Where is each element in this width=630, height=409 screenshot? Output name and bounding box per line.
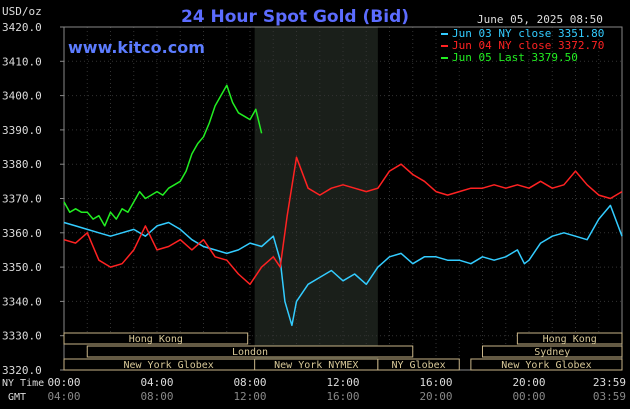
site-label: www.kitco.com xyxy=(68,38,205,57)
session-label: Sydney xyxy=(534,347,570,358)
session-bar xyxy=(470,358,623,371)
series-line xyxy=(63,204,623,327)
session-bar xyxy=(86,345,414,358)
x-tick-ny: 12:00 xyxy=(326,376,359,389)
y-tick-label: 3410.0 xyxy=(2,55,42,68)
y-tick-label: 3380.0 xyxy=(2,158,42,171)
session-bar xyxy=(377,358,460,371)
series-lines xyxy=(63,84,623,327)
session-bar xyxy=(482,345,623,358)
y-tick-label: 3370.0 xyxy=(2,193,42,206)
session-bars: Hong Kong Hong Kong London Sydney New York G… xyxy=(63,332,623,371)
y-tick-label: 3330.0 xyxy=(2,330,42,343)
x-tick-gmt: 20:00 xyxy=(419,390,452,403)
legend-entry: Jun 05 Last 3379.50 xyxy=(452,51,578,64)
y-tick-label: 3360.0 xyxy=(2,227,42,240)
session-label: NY Globex xyxy=(391,360,445,371)
x-tick-gmt: 00:00 xyxy=(512,390,545,403)
session-label: Hong Kong xyxy=(129,334,183,345)
y-tick-label: 3420.0 xyxy=(2,21,42,34)
session-bar xyxy=(63,332,249,345)
series-line xyxy=(63,84,263,227)
unit-label: USD/oz xyxy=(2,5,42,18)
timestamp: June 05, 2025 08:50 xyxy=(477,13,603,26)
x-tick-ny: 16:00 xyxy=(419,376,452,389)
x-row-label-ny: NY Time xyxy=(2,378,44,389)
x-tick-gmt: 12:00 xyxy=(233,390,266,403)
x-tick-ny: 00:00 xyxy=(47,376,80,389)
x-tick-gmt: 16:00 xyxy=(326,390,359,403)
session-label: New York Globex xyxy=(123,360,213,371)
session-bar xyxy=(516,332,623,345)
y-tick-label: 3390.0 xyxy=(2,124,42,137)
session-label: New York Globex xyxy=(501,360,591,371)
x-tick-gmt: 08:00 xyxy=(140,390,173,403)
y-axis: 3420.0 3410.0 3400.0 3390.0 3380.0 3370.0 3360… xyxy=(2,21,64,377)
session-label: New York NYMEX xyxy=(274,360,358,371)
session-label: Hong Kong xyxy=(543,334,597,345)
y-tick-label: 3400.0 xyxy=(2,90,42,103)
x-row-label-gmt: GMT xyxy=(8,392,26,403)
x-tick-ny: 20:00 xyxy=(512,376,545,389)
chart-title: 24 Hour Spot Gold (Bid) xyxy=(181,7,409,27)
session-label: London xyxy=(232,347,268,358)
series-line xyxy=(63,156,623,286)
legend-entry: Jun 04 NY close 3372.70 xyxy=(452,39,604,52)
y-tick-label: 3340.0 xyxy=(2,295,42,308)
x-tick-ny: 04:00 xyxy=(140,376,173,389)
x-tick-ny: 08:00 xyxy=(233,376,266,389)
y-tick-label: 3350.0 xyxy=(2,261,42,274)
x-tick-gmt: 04:00 xyxy=(47,390,80,403)
x-tick-gmt: 03:59 xyxy=(593,390,626,403)
x-tick-ny: 23:59 xyxy=(593,376,626,389)
y-tick-label: 3320.0 xyxy=(2,364,42,377)
legend-entry: Jun 03 NY close 3351.80 xyxy=(452,27,604,40)
